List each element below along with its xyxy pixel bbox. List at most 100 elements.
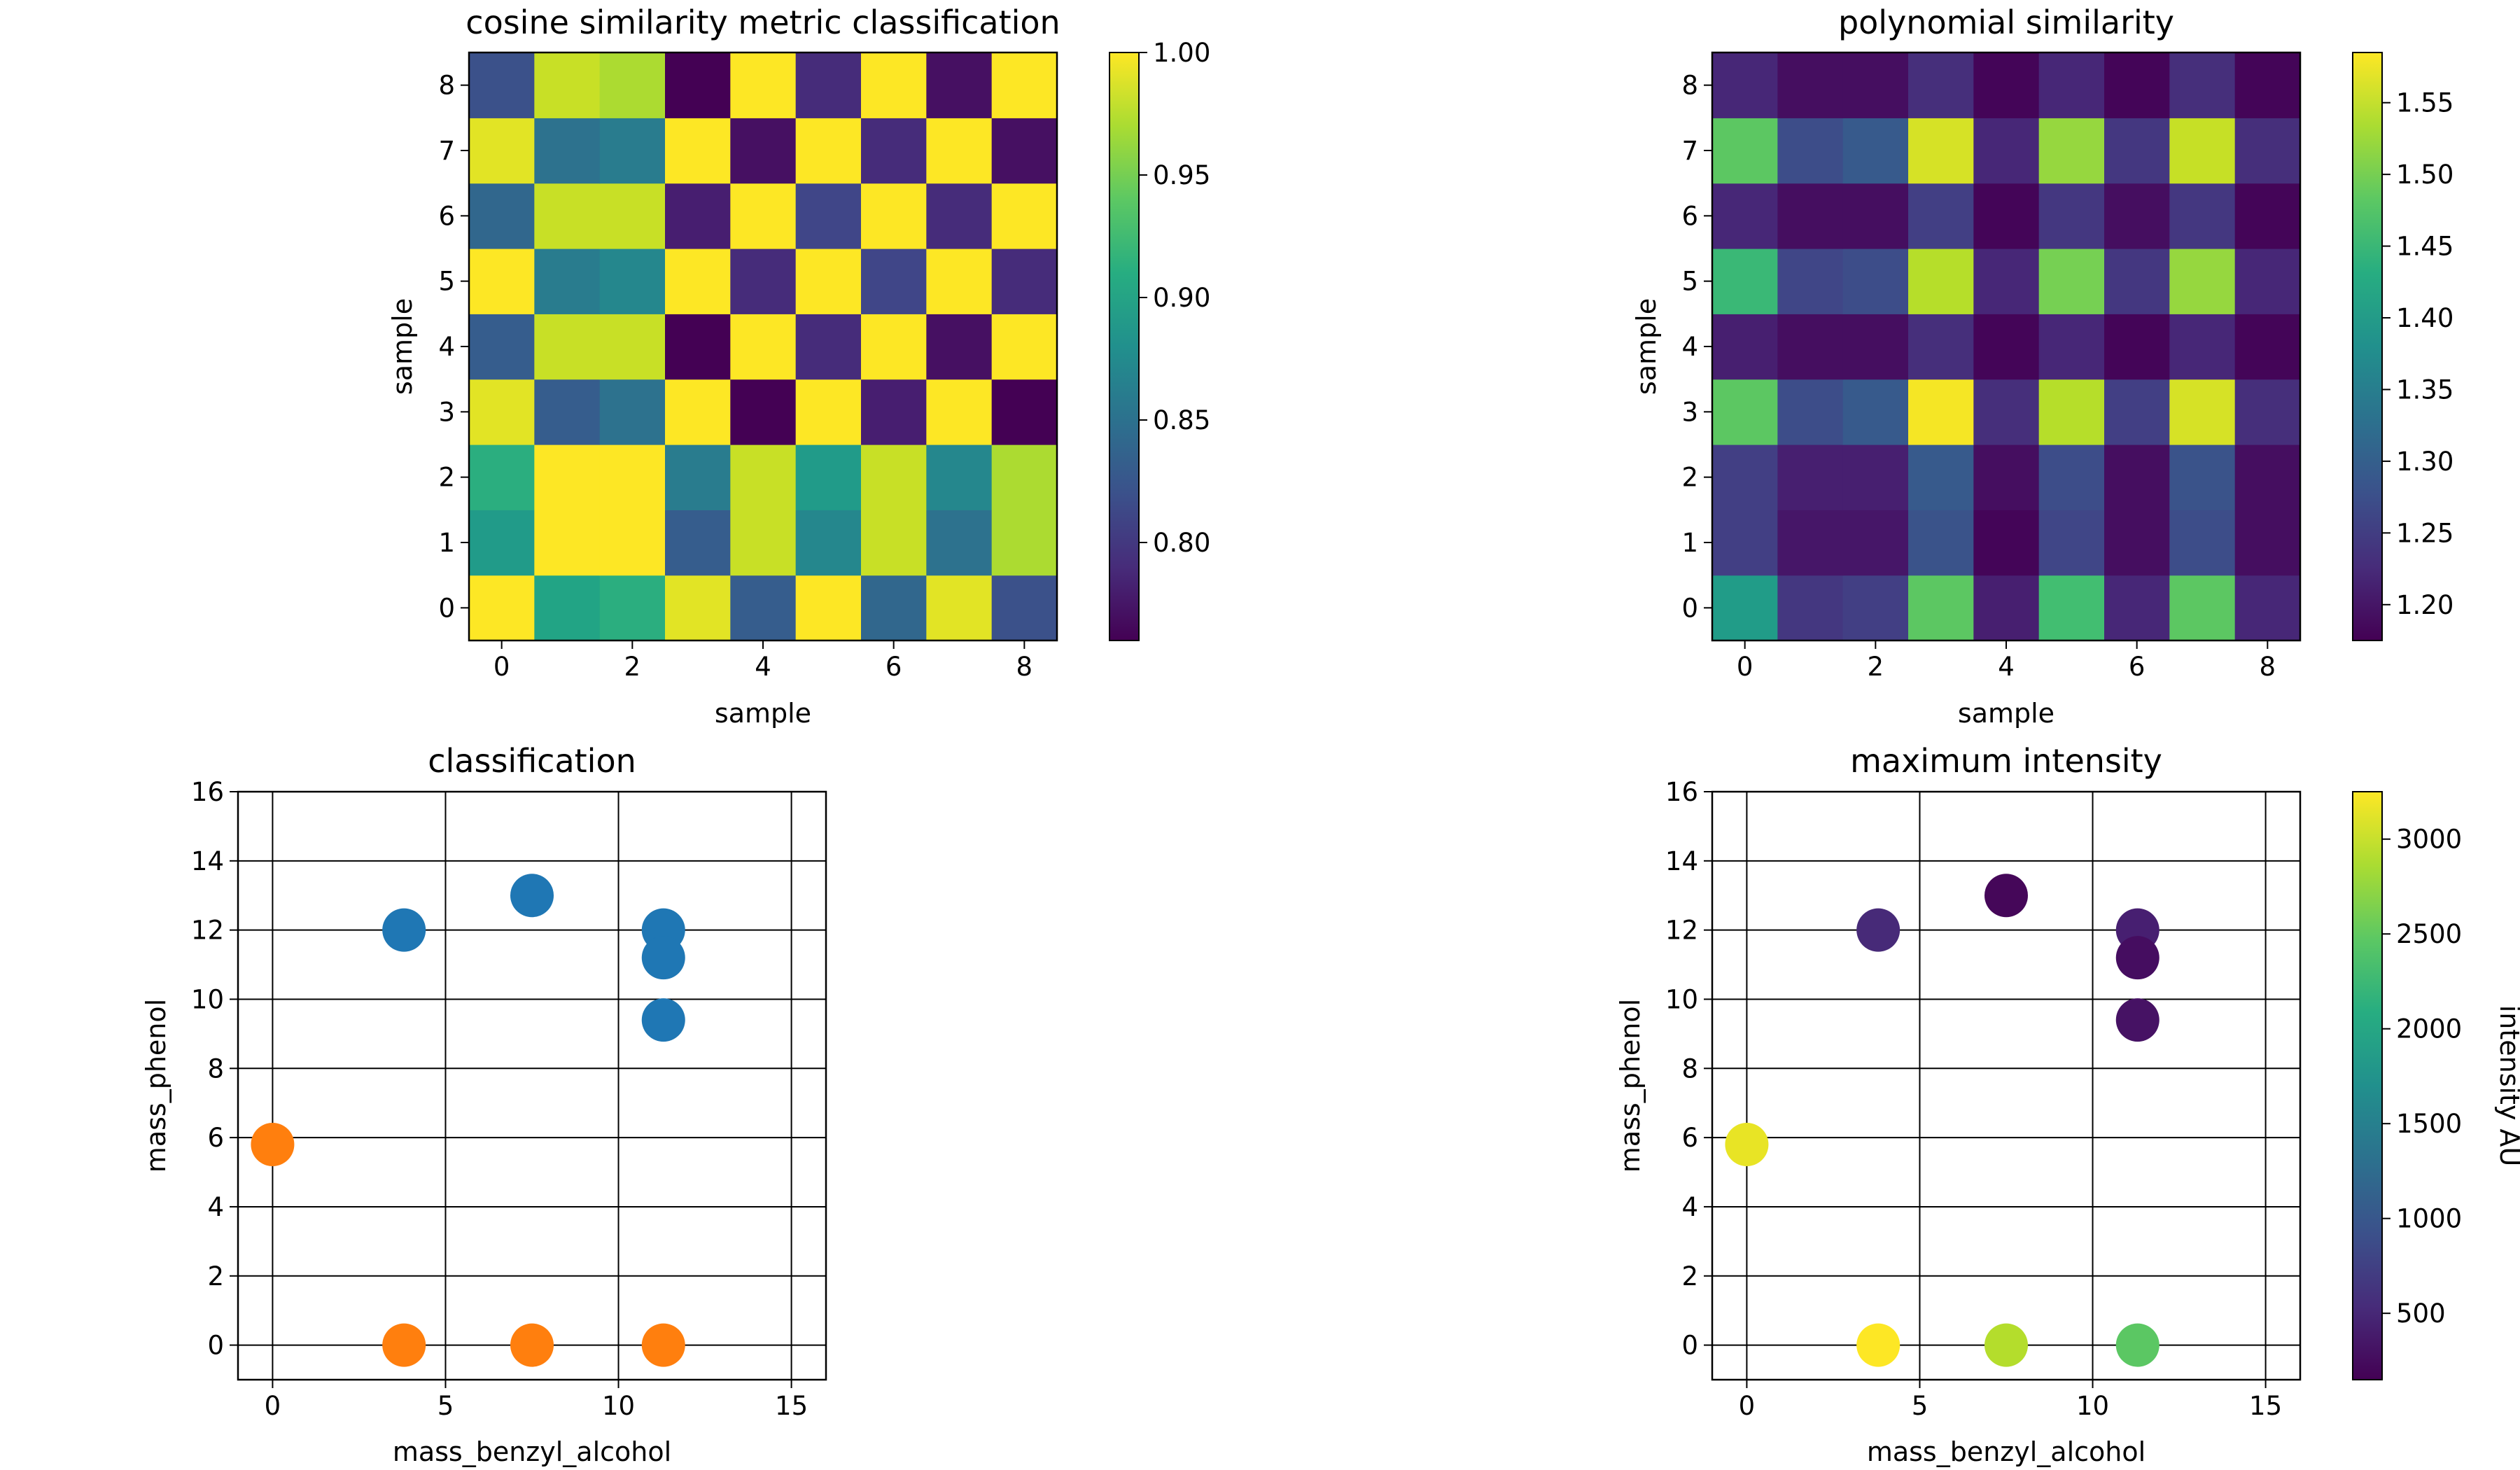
heatmap-cell	[991, 52, 1058, 118]
heatmap-cell	[1842, 379, 1909, 445]
panel-title: classification	[428, 742, 636, 780]
x-tick-label: 4	[755, 652, 771, 682]
y-tick-label: 7	[438, 136, 455, 166]
colorbar-tick-label: 1500	[2396, 1109, 2462, 1139]
heatmap-cell	[991, 444, 1058, 510]
heatmap-cell	[926, 314, 993, 380]
scatter-point	[2115, 1323, 2160, 1367]
heatmap-cell	[1908, 183, 1974, 249]
scatter-point	[251, 1123, 295, 1166]
heatmap-cell	[1908, 314, 1974, 380]
panel-title: polynomial similarity	[1838, 4, 2174, 41]
scatter-point	[382, 908, 426, 952]
heatmap-cell	[1712, 314, 1778, 380]
y-tick-label: 1	[1681, 528, 1698, 558]
heatmap-cell	[926, 183, 993, 249]
heatmap-cells	[469, 52, 1058, 641]
x-tick-label: 15	[775, 1391, 808, 1421]
colorbar-ticks: 500 1000 1500 2000 2500 3000	[2382, 825, 2462, 1329]
x-tick-label: 4	[1998, 652, 2015, 682]
colorbar-tick-label: 0.95	[1153, 160, 1210, 190]
heatmap-cell	[599, 248, 666, 314]
heatmap-cell	[2234, 379, 2301, 445]
heatmap-cell	[861, 52, 927, 118]
heatmap-cell	[1777, 314, 1844, 380]
x-ticks: 0 2 4 6 8	[1737, 640, 2276, 682]
heatmap-cell	[991, 379, 1058, 445]
heatmap-cell	[1908, 575, 1974, 641]
y-axis-label: mass_phenol	[1615, 999, 1646, 1172]
y-tick-label: 8	[438, 71, 455, 101]
heatmap-cell	[861, 118, 927, 184]
y-tick-label: 2	[1681, 463, 1698, 493]
heatmap-cell	[534, 379, 601, 445]
heatmap-cell	[991, 248, 1058, 314]
heatmap-cell	[991, 118, 1058, 184]
y-axis-label: mass_phenol	[141, 999, 172, 1172]
y-tick-label: 0	[1681, 1331, 1698, 1361]
heatmap-cell	[1712, 118, 1778, 184]
heatmap-cell	[665, 379, 731, 445]
heatmap-cell	[1908, 444, 1974, 510]
heatmap-cell	[1777, 118, 1844, 184]
heatmap-cell	[2169, 444, 2236, 510]
heatmap-cell	[861, 314, 927, 380]
x-ticks: 0 2 4 6 8	[493, 640, 1032, 682]
colorbar-tick-label: 1.20	[2396, 590, 2454, 620]
heatmap-cell	[861, 575, 927, 641]
colorbar-tick-label: 2500	[2396, 919, 2462, 949]
axes-frame	[237, 790, 827, 1381]
heatmap-cell	[2234, 183, 2301, 249]
heatmap-cell	[730, 118, 797, 184]
y-tick-label: 6	[207, 1123, 224, 1153]
x-tick-label: 0	[265, 1391, 281, 1421]
x-tick-label: 0	[1737, 652, 1754, 682]
heatmap-cell	[599, 52, 666, 118]
heatmap-cell	[926, 52, 993, 118]
heatmap-cell	[534, 314, 601, 380]
heatmap-cell	[1712, 248, 1778, 314]
heatmap-cell	[599, 118, 666, 184]
heatmap-cell	[2104, 52, 2170, 118]
scatter-point	[1856, 908, 1900, 952]
heatmap-cell	[1973, 248, 2040, 314]
heatmap-cell	[861, 183, 927, 249]
y-tick-label: 10	[1665, 984, 1698, 1014]
y-tick-label: 14	[191, 846, 224, 876]
heatmap-cell	[1842, 510, 1909, 576]
x-tick-label: 10	[2076, 1391, 2109, 1421]
heatmap-cell	[861, 248, 927, 314]
heatmap-cell	[2169, 510, 2236, 576]
y-tick-label: 14	[1665, 846, 1698, 876]
heatmap-cell	[1712, 510, 1778, 576]
heatmap-cell	[2038, 444, 2105, 510]
colorbar-ticks: 0.80 0.85 0.90 0.95 1.00	[1139, 38, 1210, 558]
heatmap-cell	[2038, 52, 2105, 118]
y-tick-label: 3	[438, 397, 455, 427]
heatmap-cells	[1712, 52, 2301, 641]
y-tick-label: 0	[1681, 593, 1698, 623]
colorbar-tick-label: 1000	[2396, 1204, 2462, 1234]
scatter-point	[1984, 874, 2028, 918]
y-tick-label: 2	[438, 463, 455, 493]
heatmap-cell	[2038, 510, 2105, 576]
heatmap-cell	[926, 575, 993, 641]
heatmap-cell	[534, 52, 601, 118]
heatmap-cell	[991, 183, 1058, 249]
heatmap-cell	[2169, 118, 2236, 184]
heatmap-cell	[1842, 248, 1909, 314]
x-axis-label: mass_benzyl_alcohol	[393, 1436, 671, 1467]
heatmap-cell	[861, 510, 927, 576]
panel-cosine-heatmap: cosine similarity metric classification …	[387, 4, 1210, 729]
colorbar-tick-label: 0.80	[1153, 528, 1210, 558]
heatmap-cell	[1777, 510, 1844, 576]
heatmap-cell	[469, 183, 535, 249]
x-axis-label: mass_benzyl_alcohol	[1867, 1436, 2146, 1467]
heatmap-cell	[665, 510, 731, 576]
heatmap-cell	[534, 444, 601, 510]
heatmap-cell	[469, 379, 535, 445]
scatter-point	[641, 1323, 685, 1367]
scatter-points	[251, 874, 685, 1367]
heatmap-cell	[730, 379, 797, 445]
heatmap-cell	[1973, 510, 2040, 576]
